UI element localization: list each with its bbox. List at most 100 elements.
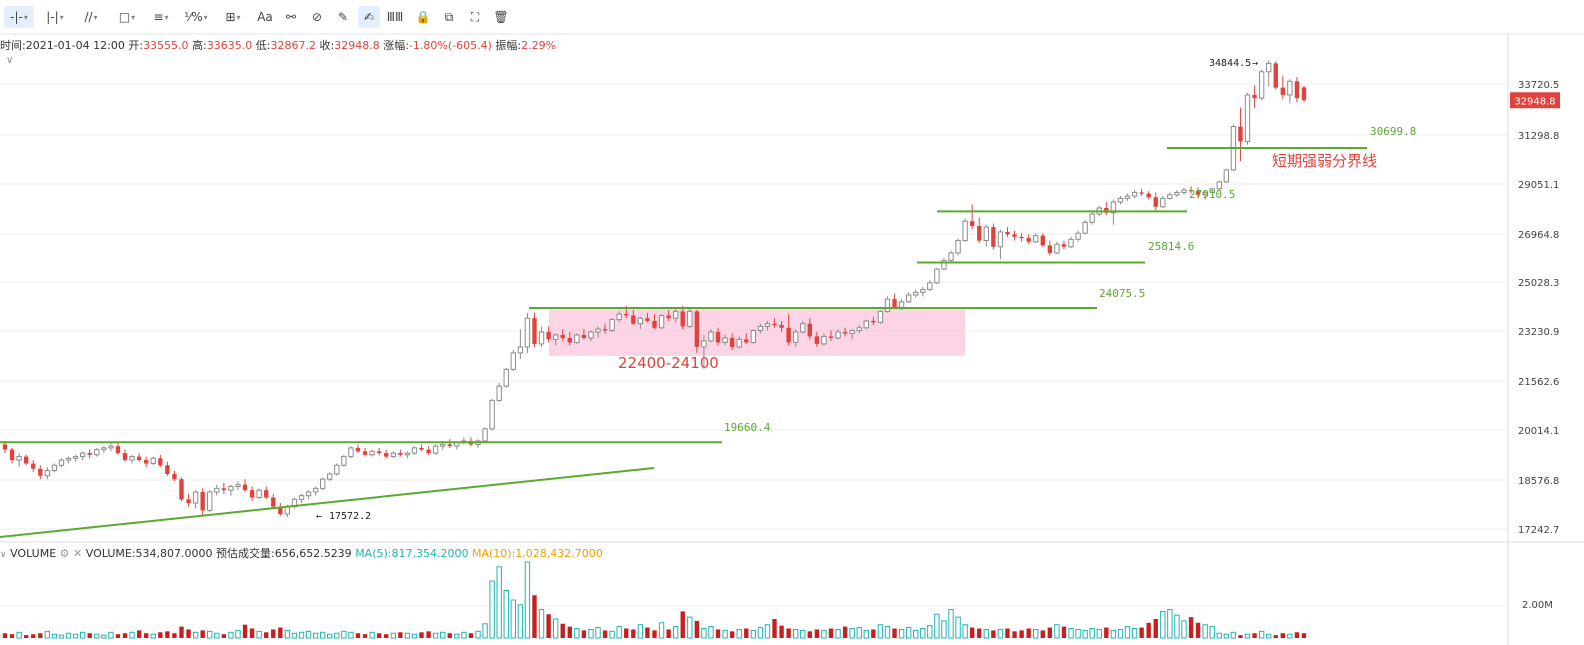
candle [334, 463, 340, 476]
candle [645, 312, 650, 323]
volume-bar [652, 630, 657, 638]
chevron-down-icon[interactable]: ▾ [23, 12, 28, 22]
volume-bar [1068, 628, 1074, 639]
volume-bar [278, 627, 283, 638]
candle [983, 224, 989, 247]
text-icon: Aa [257, 10, 273, 24]
chevron-down-icon[interactable]: ▾ [93, 12, 98, 22]
volume-bar [305, 630, 312, 639]
candle-body [1047, 245, 1053, 253]
candle [532, 312, 537, 347]
candle-body [1026, 238, 1031, 242]
volume-bar [842, 626, 848, 638]
chevron-down-icon[interactable]: ▾ [59, 12, 64, 22]
price-tick-label: 31298.8 [1518, 131, 1559, 142]
candle [305, 490, 312, 500]
ruler-tool[interactable]: ✎ [332, 6, 354, 28]
candle [221, 482, 227, 494]
delete-tool[interactable]: 🗑 [490, 6, 512, 28]
candle-body [1124, 195, 1131, 199]
hide-drawings-tool[interactable]: ⊘ [306, 6, 328, 28]
parallel-lines-tool[interactable]: ≡ ▾ [146, 6, 176, 28]
magnet-tool[interactable]: ⚯ [280, 6, 302, 28]
candle-body [320, 478, 326, 489]
candle [200, 488, 205, 516]
fibonacci-tool[interactable]: ⅟% ▾ [181, 6, 211, 28]
volume-bar [1124, 626, 1131, 639]
candle-body [1061, 244, 1067, 247]
bars-tool[interactable]: ⅢⅢ [384, 6, 406, 28]
candle-body [1252, 94, 1257, 99]
candle-body [510, 352, 516, 370]
horizontal-ray-tool[interactable]: |-| ▾ [40, 6, 70, 28]
candle-body [1287, 80, 1293, 96]
volume-bar [672, 626, 679, 639]
candle-body [1209, 188, 1215, 193]
volume-bar [546, 614, 551, 638]
candle-body [249, 490, 255, 498]
volume-bar [772, 619, 777, 638]
volume-bar [207, 630, 213, 639]
candle [1266, 60, 1272, 87]
price-tick-label: 17242.7 [1518, 525, 1559, 536]
candle [871, 316, 876, 326]
candle [1244, 92, 1251, 145]
volume-bar [1104, 627, 1109, 638]
volume-bar [884, 626, 891, 639]
volume-bar [320, 631, 326, 639]
candle [729, 333, 735, 350]
candle [432, 444, 439, 455]
fibonacci-icon: ⅟% [184, 10, 203, 24]
volume-bar [955, 616, 961, 639]
crosshair-tool[interactable]: -|- ▾ [4, 6, 34, 28]
candle [1117, 196, 1124, 205]
candle-body [334, 464, 340, 475]
chevron-down-icon[interactable]: ▾ [203, 12, 208, 22]
volume-bar [1174, 614, 1180, 639]
volume-collapse-icon[interactable]: ∨ [0, 550, 7, 560]
candle [278, 503, 283, 516]
candle [186, 493, 191, 507]
candle-body [1216, 181, 1222, 190]
volume-bar [186, 629, 191, 638]
candle-body [65, 457, 72, 461]
pen-icon: ✍ [363, 10, 375, 24]
candle-body [242, 484, 248, 491]
price-tick-label: 23230.9 [1518, 327, 1559, 338]
volume-bar [94, 633, 100, 639]
candle-body [757, 325, 764, 331]
volume-bar [256, 630, 262, 639]
rectangle-tool[interactable]: □ ▾ [112, 6, 142, 28]
volume-bar [624, 628, 629, 638]
close-icon[interactable]: ✕ [73, 547, 83, 560]
candle [1153, 192, 1158, 211]
chevron-down-icon[interactable]: ▾ [236, 12, 241, 22]
candle [934, 267, 940, 285]
volume-bar [1216, 632, 1222, 639]
chevron-down-icon[interactable]: ∨ [6, 55, 14, 66]
candle-body [609, 319, 615, 331]
chevron-down-icon[interactable]: ▾ [164, 12, 169, 22]
volume-bar [1139, 627, 1144, 638]
trash-icon: 🗑 [493, 10, 509, 24]
settings-icon[interactable]: ⚙ [59, 547, 70, 560]
trend-line-tool[interactable]: //▾ [76, 6, 106, 28]
text-tool[interactable]: Aa [254, 6, 276, 28]
candle [38, 465, 43, 480]
candle-body [1280, 87, 1286, 95]
candle-body [496, 385, 502, 401]
screenshot-tool[interactable]: ⛶ [464, 6, 486, 28]
volume-bar [750, 629, 757, 639]
copy-tool[interactable]: ⧉ [438, 6, 460, 28]
candle [58, 458, 65, 468]
low-label: 低: [255, 39, 271, 52]
lock-tool[interactable]: 🔒 [412, 6, 434, 28]
volume-bar [1019, 630, 1024, 638]
volume-bar [348, 631, 354, 639]
volume-bar [871, 629, 876, 638]
candle [1238, 107, 1243, 162]
draw-mode-tool[interactable]: ✍ [358, 6, 380, 28]
chevron-down-icon[interactable]: ▾ [131, 12, 136, 22]
measure-tool[interactable]: ⊞ ▾ [218, 6, 248, 28]
